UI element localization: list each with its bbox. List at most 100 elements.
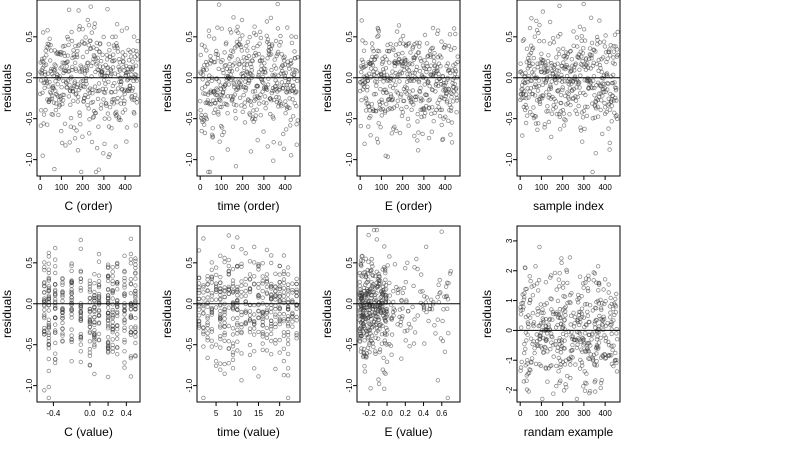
data-point	[448, 132, 453, 137]
data-point	[283, 99, 288, 104]
data-point	[46, 46, 51, 51]
data-point	[285, 366, 291, 371]
data-point	[600, 323, 605, 328]
y-tick-label: -0.5	[505, 111, 514, 125]
data-point	[130, 86, 136, 91]
data-point	[239, 289, 244, 295]
data-point	[218, 280, 223, 285]
data-point	[46, 250, 51, 256]
data-point	[446, 43, 452, 49]
data-point	[568, 300, 573, 305]
data-point	[222, 294, 227, 299]
data-point	[577, 80, 582, 85]
data-point	[385, 263, 390, 268]
data-point	[235, 284, 240, 290]
data-point	[202, 84, 208, 89]
y-tick-label: 0.0	[185, 298, 194, 310]
data-point	[437, 76, 442, 81]
y-tick-label: -1.0	[185, 378, 194, 392]
data-point	[92, 281, 97, 286]
data-point	[226, 233, 231, 238]
data-point	[70, 86, 76, 91]
data-point	[213, 107, 218, 112]
data-point	[609, 361, 615, 367]
data-point	[277, 321, 282, 327]
data-point	[553, 325, 559, 330]
data-point	[547, 155, 552, 160]
data-point	[269, 295, 274, 300]
data-point	[218, 361, 223, 366]
data-point	[46, 84, 51, 89]
data-point	[578, 125, 583, 130]
data-point	[250, 89, 256, 94]
data-point	[201, 296, 206, 301]
data-point	[585, 288, 591, 294]
data-point	[251, 319, 257, 324]
data-point	[245, 58, 250, 64]
data-point	[205, 331, 210, 336]
data-point	[554, 55, 559, 60]
data-point	[42, 332, 47, 337]
data-point	[559, 256, 564, 261]
data-point	[595, 104, 600, 109]
data-point	[196, 285, 202, 290]
data-point	[235, 24, 240, 29]
data-point	[94, 145, 100, 151]
data-point	[110, 312, 115, 318]
data-point	[397, 41, 402, 46]
data-point	[262, 94, 268, 99]
y-tick-label: -1.0	[345, 378, 354, 392]
data-point	[529, 16, 534, 21]
data-point	[222, 312, 227, 317]
data-point	[274, 66, 279, 71]
data-point	[549, 273, 554, 278]
data-point	[93, 110, 98, 116]
data-point	[215, 55, 221, 61]
data-points	[518, 1, 620, 175]
data-point	[359, 296, 364, 302]
data-point	[268, 52, 274, 57]
data-point	[527, 300, 532, 306]
data-point	[66, 42, 71, 48]
data-point	[599, 378, 604, 383]
data-point	[92, 337, 97, 342]
data-point	[527, 367, 532, 372]
data-point	[122, 325, 127, 330]
data-point	[387, 280, 392, 286]
data-point	[532, 346, 537, 351]
data-point	[96, 273, 102, 278]
data-point	[45, 71, 51, 76]
data-point	[102, 141, 107, 147]
data-point	[407, 344, 412, 349]
data-point	[239, 264, 244, 269]
data-point	[209, 306, 214, 312]
data-point	[105, 278, 111, 284]
data-point	[363, 108, 369, 113]
data-point	[105, 262, 111, 267]
data-point	[277, 294, 282, 299]
data-point	[46, 288, 51, 294]
data-point	[52, 67, 58, 73]
data-point	[562, 318, 567, 323]
data-point	[602, 277, 608, 282]
data-point	[587, 389, 593, 394]
data-point	[277, 272, 282, 277]
data-point	[418, 289, 423, 294]
data-point	[95, 55, 100, 60]
data-point	[105, 335, 111, 340]
data-point	[563, 313, 568, 318]
data-point	[550, 335, 555, 340]
data-point	[133, 276, 138, 281]
x-tick-label: 400	[598, 409, 612, 418]
data-point	[116, 57, 122, 62]
data-point	[263, 105, 268, 111]
data-point	[294, 69, 300, 74]
data-point	[416, 130, 421, 135]
data-point	[87, 281, 93, 287]
data-point	[524, 105, 529, 110]
data-point	[595, 334, 600, 339]
data-point	[394, 103, 400, 108]
data-point	[122, 365, 127, 370]
